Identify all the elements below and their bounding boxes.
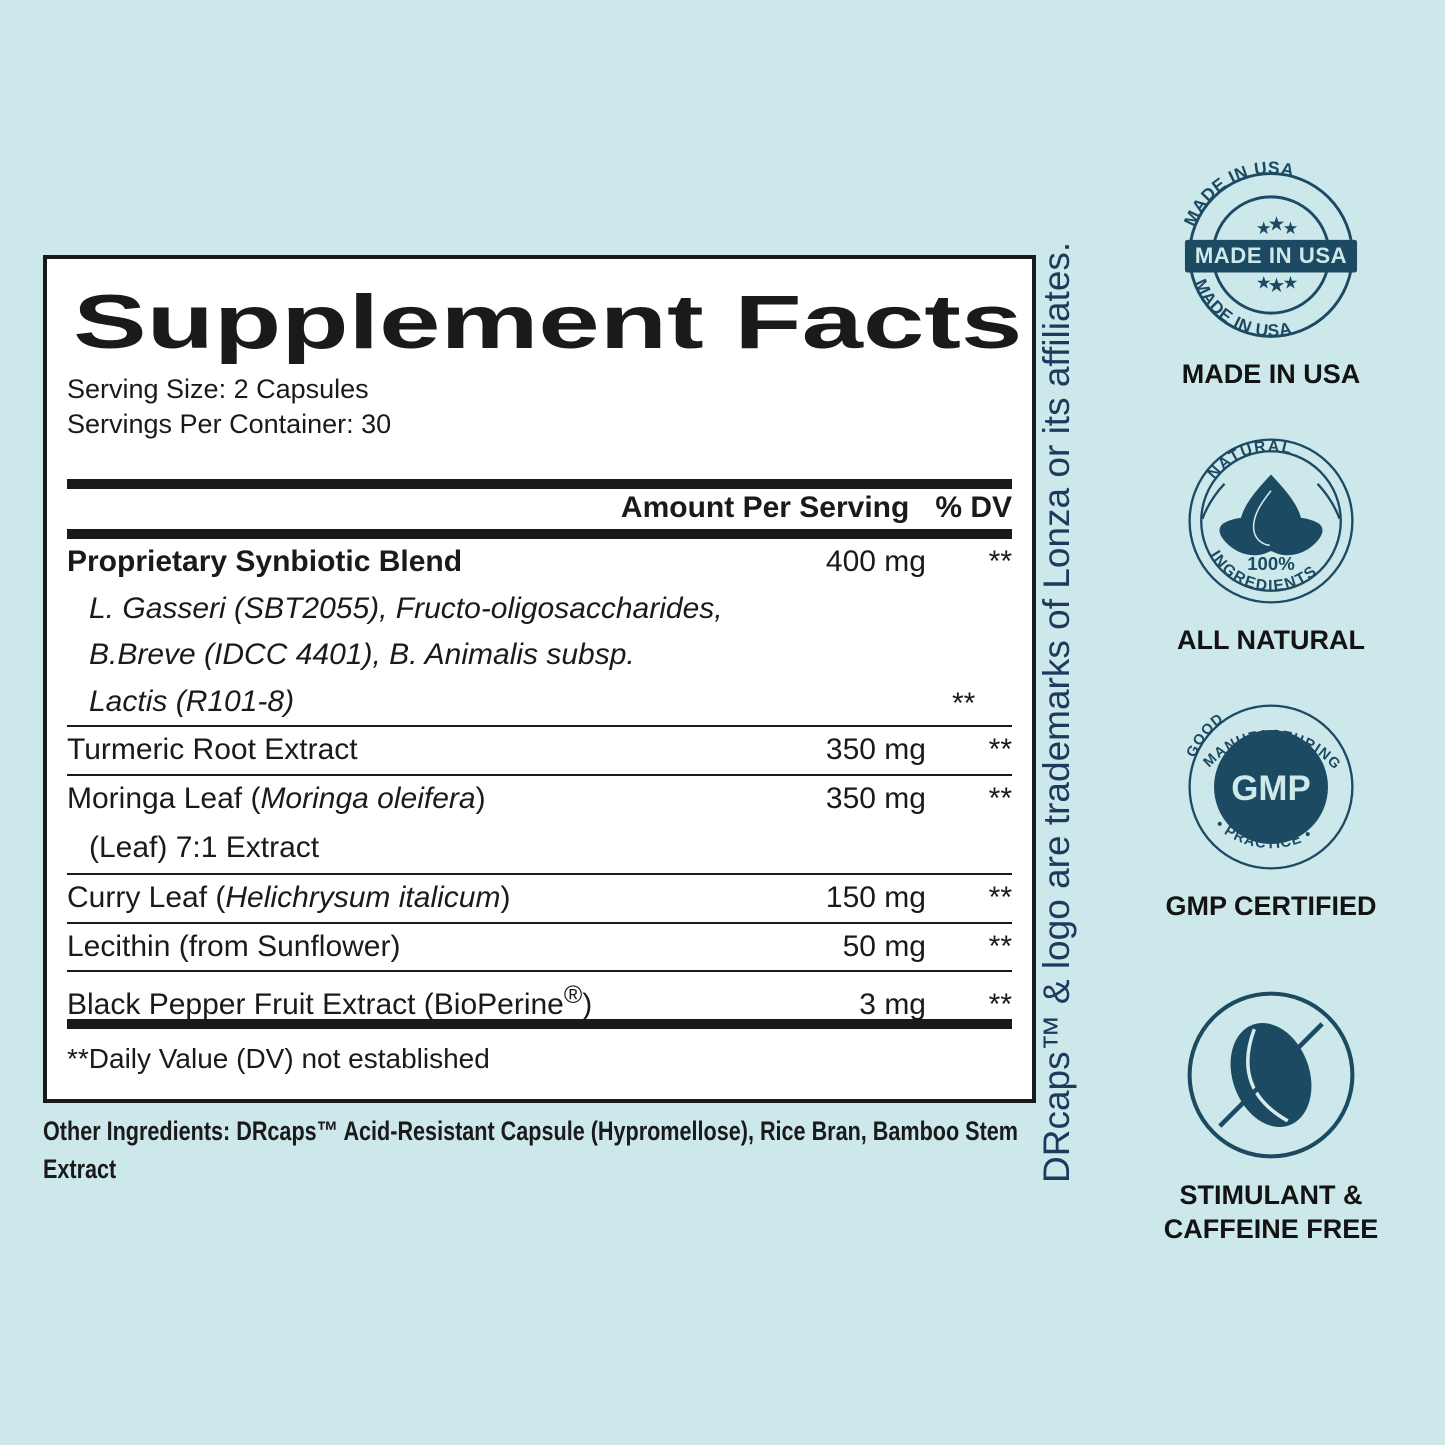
svg-text:MADE IN USA: MADE IN USA bbox=[1195, 243, 1347, 268]
svg-text:100%: 100% bbox=[1247, 553, 1295, 574]
svg-text:★: ★ bbox=[1283, 218, 1299, 238]
svg-text:★: ★ bbox=[1283, 273, 1299, 293]
svg-text:NATURAL: NATURAL bbox=[1205, 438, 1295, 482]
svg-text:GMP: GMP bbox=[1231, 769, 1310, 808]
